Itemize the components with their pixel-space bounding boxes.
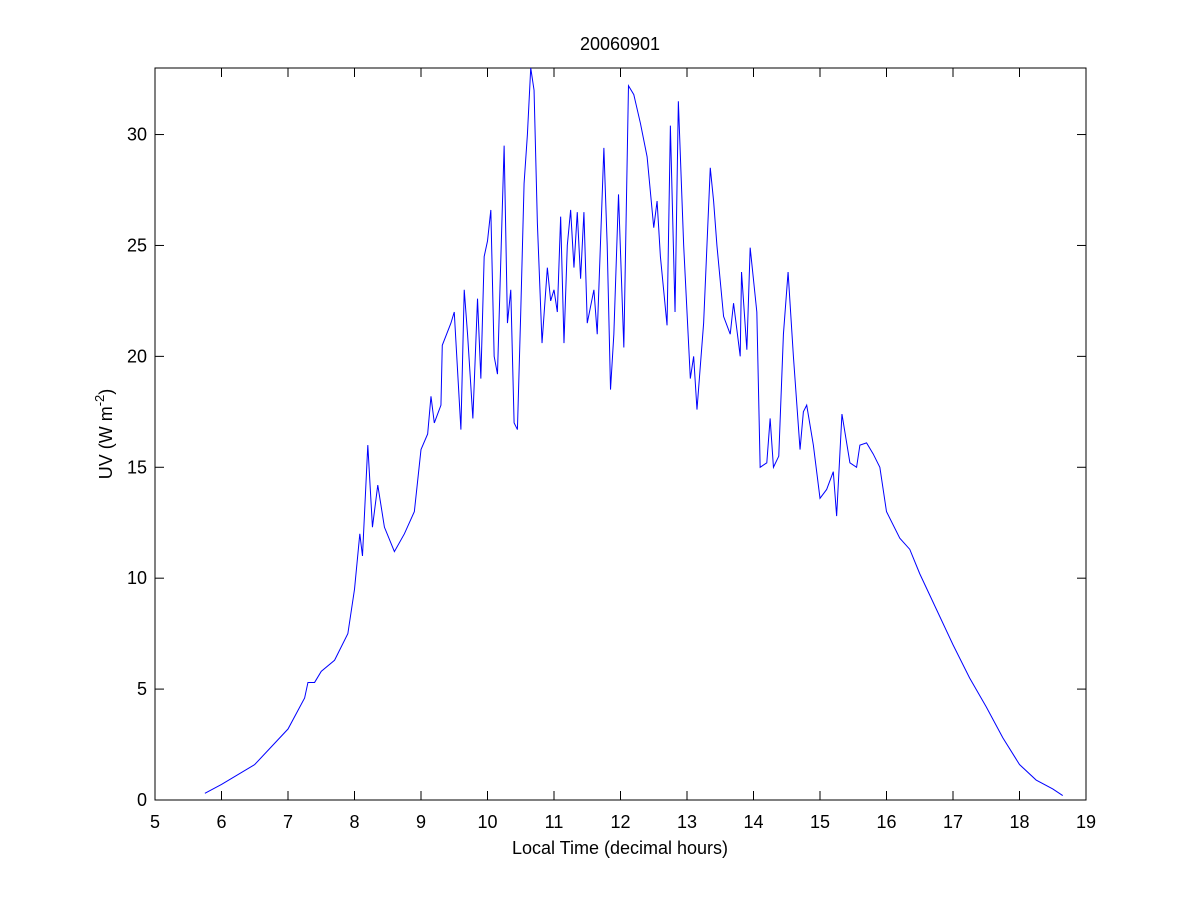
x-tick-label: 14 [743, 812, 763, 832]
x-tick-label: 5 [150, 812, 160, 832]
x-tick-label: 8 [349, 812, 359, 832]
x-tick-label: 9 [416, 812, 426, 832]
y-tick-label: 20 [127, 346, 147, 366]
x-tick-label: 7 [283, 812, 293, 832]
x-tick-label: 6 [216, 812, 226, 832]
y-axis-label: UV (W m-2) [92, 389, 116, 480]
x-tick-label: 12 [610, 812, 630, 832]
x-tick-label: 16 [876, 812, 896, 832]
y-tick-label: 0 [137, 790, 147, 810]
y-tick-label: 10 [127, 568, 147, 588]
y-tick-label: 5 [137, 679, 147, 699]
x-tick-label: 15 [810, 812, 830, 832]
x-tick-label: 13 [677, 812, 697, 832]
x-axis-label: Local Time (decimal hours) [512, 838, 728, 858]
data-line [204, 67, 1063, 796]
y-axis-label-sup: -2 [92, 395, 107, 407]
x-tick-label: 11 [545, 812, 564, 832]
x-tick-label: 17 [943, 812, 963, 832]
x-tick-label: 10 [477, 812, 497, 832]
x-tick-label: 19 [1076, 812, 1096, 832]
x-tick-label: 18 [1009, 812, 1029, 832]
y-tick-label: 25 [127, 235, 147, 255]
y-tick-label: 30 [127, 125, 147, 145]
y-axis-label-text: UV (W m [96, 406, 116, 479]
y-axis-label-end: ) [96, 389, 116, 395]
chart-title: 20060901 [580, 34, 660, 54]
y-tick-label: 15 [127, 457, 147, 477]
